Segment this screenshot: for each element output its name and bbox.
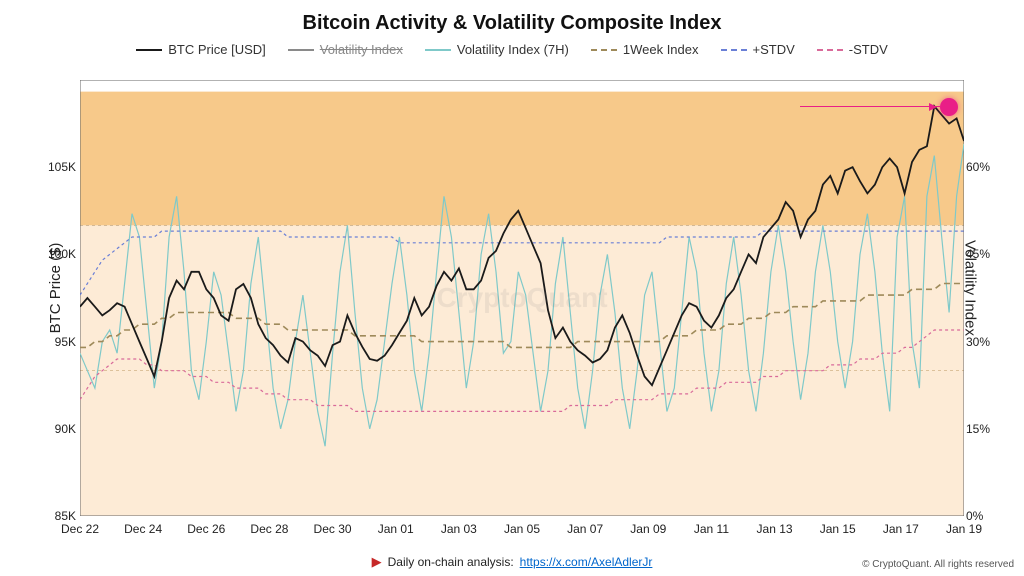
play-icon: ▶ xyxy=(372,554,382,570)
highlight-marker xyxy=(940,98,958,116)
x-tick: Jan 15 xyxy=(820,522,856,536)
x-tick: Jan 01 xyxy=(378,522,414,536)
legend-vol-idx: Volatility Index xyxy=(288,42,403,57)
y-left-tick: 100K xyxy=(40,247,76,261)
plot-area: CryptoQuant xyxy=(80,80,964,516)
legend-vol7h: Volatility Index (7H) xyxy=(425,42,569,57)
legend-nstdv: -STDV xyxy=(817,42,888,57)
x-tick: Dec 26 xyxy=(187,522,225,536)
x-tick: Jan 03 xyxy=(441,522,477,536)
x-tick: Dec 24 xyxy=(124,522,162,536)
chart-container: Bitcoin Activity & Volatility Composite … xyxy=(0,0,1024,576)
y-right-tick: 45% xyxy=(966,247,996,261)
x-tick: Jan 07 xyxy=(567,522,603,536)
footer-text: Daily on-chain analysis: xyxy=(388,555,514,569)
x-tick: Dec 28 xyxy=(250,522,288,536)
y-left-tick: 90K xyxy=(40,422,76,436)
y-right-tick: 15% xyxy=(966,422,996,436)
copyright: © CryptoQuant. All rights reserved xyxy=(862,559,1014,570)
y-left-tick: 105K xyxy=(40,160,76,174)
x-tick: Jan 11 xyxy=(694,522,729,536)
x-tick: Jan 17 xyxy=(883,522,919,536)
legend: BTC Price [USD] Volatility Index Volatil… xyxy=(0,42,1024,57)
y-left-tick: 85K xyxy=(40,509,76,523)
x-tick: Jan 19 xyxy=(946,522,982,536)
x-tick: Jan 13 xyxy=(757,522,793,536)
legend-week: 1Week Index xyxy=(591,42,699,57)
chart-title: Bitcoin Activity & Volatility Composite … xyxy=(0,12,1024,35)
highlight-arrow xyxy=(800,106,940,108)
legend-btc: BTC Price [USD] xyxy=(136,42,266,57)
footer-link[interactable]: https://x.com/AxelAdlerJr xyxy=(520,555,653,569)
y-right-tick: 60% xyxy=(966,160,996,174)
x-tick: Dec 22 xyxy=(61,522,99,536)
y-right-tick: 0% xyxy=(966,509,996,523)
legend-pstdv: +STDV xyxy=(721,42,795,57)
y-left-tick: 95K xyxy=(40,335,76,349)
x-tick: Jan 05 xyxy=(504,522,540,536)
x-tick: Dec 30 xyxy=(314,522,352,536)
x-tick: Jan 09 xyxy=(630,522,666,536)
chart-svg xyxy=(80,80,964,516)
y-right-tick: 30% xyxy=(966,335,996,349)
